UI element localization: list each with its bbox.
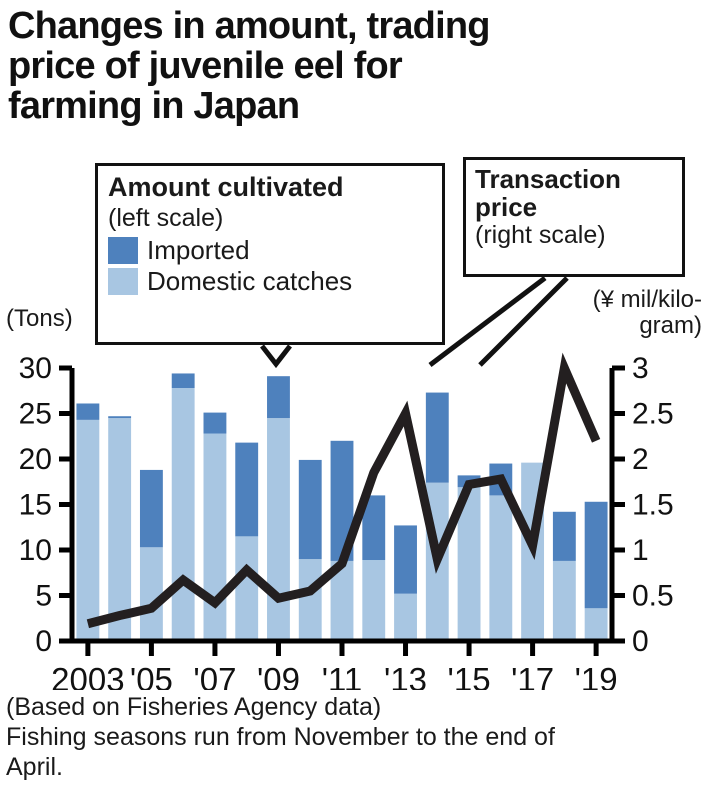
right-tick-label-1: 1 (632, 534, 649, 567)
axes-group (59, 365, 625, 656)
bar-imported-'18 (552, 511, 576, 561)
legend-amount-heading: Amount cultivated (108, 172, 344, 202)
footer-notes: (Based on Fisheries Agency data) Fishing… (6, 692, 700, 782)
right-tick-label-0: 0 (632, 625, 649, 658)
bar-domestic-'10 (298, 559, 322, 641)
chart-svg: 0 5 10 15 20 25 30 0 0.5 1 1.5 2 2.5 3 2003'05 '07 '09 '1… (19, 276, 674, 690)
bar-imported-'12 (362, 495, 386, 561)
bar-domestic-'19 (584, 608, 608, 641)
bar-imported-'04 (108, 416, 132, 419)
bar-imported-'13 (394, 525, 417, 594)
callout-price-right (478, 276, 569, 367)
right-tick-label-0.5: 0.5 (632, 580, 674, 613)
legend-item-imported: Imported (108, 236, 432, 264)
bar-imported-'07 (203, 412, 227, 434)
line-series-group (86, 352, 601, 629)
callout-price-left (428, 276, 547, 367)
right-axis-unit-line-2: gram) (639, 312, 702, 339)
legend-label-domestic: Domestic catches (147, 266, 353, 296)
callout-amount-cultivated (260, 344, 292, 369)
left-tick-label-0: 0 (35, 625, 52, 658)
right-axis-unit-line-1: (¥ mil/kilo- (592, 286, 702, 313)
right-tick-label-1.5: 1.5 (632, 489, 674, 522)
legend-swatch-domestic (108, 267, 138, 295)
title-line-3: farming in Japan (8, 85, 300, 127)
bar-domestic-'05 (139, 547, 163, 641)
bar-imported-'10 (298, 459, 322, 560)
tick-labels-group: 0 5 10 15 20 25 30 0 0.5 1 1.5 2 2.5 3 2003'05 '07 '09 '1… (19, 352, 674, 690)
bar-imported-'06 (171, 373, 195, 389)
bar-domestic-'07 (203, 433, 227, 641)
footer-line-2: Fishing seasons run from November to the… (6, 723, 555, 751)
left-tick-label-30: 30 (19, 352, 52, 385)
bar-imported-'19 (584, 501, 608, 609)
legend-price-heading-line-2: price (475, 192, 538, 222)
legend-price-subheading: (right scale) (475, 221, 606, 249)
bar-domestic-'18 (552, 560, 576, 641)
footer-line-1: (Based on Fisheries Agency data) (6, 693, 382, 721)
left-tick-label-10: 10 (19, 534, 52, 567)
left-tick-label-20: 20 (19, 443, 52, 476)
bar-domestic-'15 (457, 487, 481, 641)
legend-label-imported: Imported (147, 235, 250, 265)
right-tick-label-2: 2 (632, 443, 649, 476)
x-tick-label-2017: '17 (511, 661, 554, 690)
title-line-2: price of juvenile eel for (8, 45, 403, 87)
bar-imported-'08 (235, 442, 259, 537)
x-tick-label-2009: '09 (257, 661, 300, 690)
x-tick-label-2005: '05 (130, 661, 173, 690)
left-axis-unit-label: (Tons) (6, 305, 73, 332)
chart-area: 0 5 10 15 20 25 30 0 0.5 1 1.5 2 2.5 3 2003'05 '07 '09 '1… (0, 150, 706, 690)
legend-price-heading-line-1: Transaction (475, 164, 621, 194)
bar-imported-2003 (76, 403, 100, 420)
x-tick-label-2013: '13 (384, 661, 427, 690)
legend-amount-subheading: (left scale) (108, 204, 224, 232)
title-line-1: Changes in amount, trading (8, 5, 490, 47)
bar-imported-'14 (425, 392, 449, 483)
legend-transaction-price: Transaction price (right scale) (463, 157, 685, 277)
transaction-price-line (86, 352, 601, 629)
legend-item-domestic: Domestic catches (108, 267, 432, 295)
bar-imported-'09 (267, 376, 290, 419)
page-title: Changes in amount, trading price of juve… (8, 6, 608, 126)
x-tick-label-2015: '15 (448, 661, 491, 690)
bar-domestic-'04 (108, 418, 132, 641)
bar-domestic-'06 (171, 388, 195, 641)
left-tick-label-5: 5 (35, 580, 52, 613)
bar-domestic-'08 (235, 536, 259, 641)
legend-callout-pointers (260, 276, 569, 369)
x-tick-label-2003: 2003 (51, 661, 124, 690)
right-axis-unit-label: (¥ mil/kilo- gram) (560, 287, 702, 339)
bar-domestic-'12 (362, 560, 386, 641)
right-tick-label-2.5: 2.5 (632, 398, 674, 431)
x-tick-label-2011: '11 (322, 661, 363, 690)
bar-domestic-'09 (267, 418, 290, 641)
bar-domestic-2003 (76, 419, 100, 641)
bar-domestic-'11 (330, 560, 354, 641)
bar-imported-'05 (139, 469, 163, 548)
legend-swatch-imported (108, 236, 138, 264)
left-tick-label-15: 15 (19, 489, 52, 522)
bar-domestic-'13 (394, 593, 417, 641)
x-tick-label-2019: '19 (575, 661, 618, 690)
legend-amount-cultivated: Amount cultivated (left scale) Imported … (95, 163, 445, 345)
left-tick-label-25: 25 (19, 398, 52, 431)
footer-line-3: April. (6, 753, 63, 781)
bar-domestic-'16 (489, 495, 513, 641)
x-tick-label-2007: '07 (193, 661, 236, 690)
right-tick-label-3: 3 (632, 352, 649, 385)
bar-imported-'11 (330, 440, 354, 561)
